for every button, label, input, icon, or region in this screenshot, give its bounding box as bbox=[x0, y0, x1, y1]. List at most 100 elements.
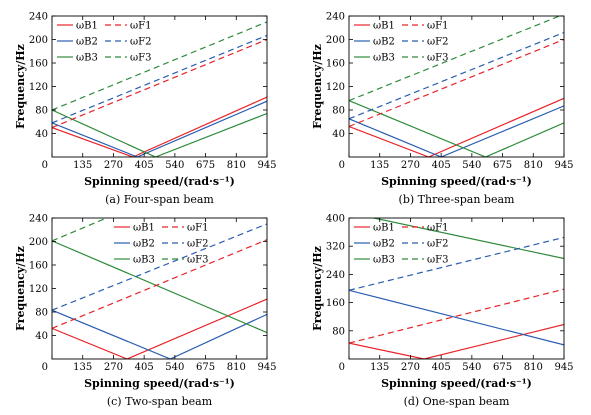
legend-label: ωF3 bbox=[187, 255, 208, 266]
series-line-omega-F3 bbox=[52, 218, 107, 242]
series-line-omega-F2 bbox=[52, 34, 267, 124]
series-line-omega-F2 bbox=[349, 31, 564, 120]
y-tick-label: 160 bbox=[29, 59, 48, 70]
legend-label: ωF3 bbox=[427, 255, 448, 266]
x-tick-label: 810 bbox=[227, 160, 246, 171]
series-line-omega-B1 bbox=[349, 323, 564, 359]
series-group bbox=[349, 218, 564, 359]
series-group bbox=[52, 218, 267, 359]
series-group bbox=[52, 21, 267, 157]
y-tick-label: 40 bbox=[332, 129, 345, 140]
x-tick-label: 540 bbox=[165, 362, 184, 373]
series-line-omega-F1 bbox=[52, 38, 267, 129]
x-tick-label: 135 bbox=[73, 362, 92, 373]
series-line-omega-B1 bbox=[52, 96, 267, 157]
x-tick-label: 945 bbox=[257, 160, 276, 171]
x-tick-label: 540 bbox=[165, 160, 184, 171]
legend-label: ωF2 bbox=[187, 239, 208, 250]
x-tick-label: 270 bbox=[104, 362, 123, 373]
x-tick-label: 135 bbox=[370, 160, 389, 171]
y-origin-label: 0 bbox=[339, 362, 345, 373]
series-line-omega-B1 bbox=[52, 298, 267, 359]
legend-label: ωB2 bbox=[373, 239, 395, 250]
series-line-omega-F1 bbox=[52, 239, 267, 329]
x-tick-label: 675 bbox=[493, 362, 512, 373]
series-line-omega-B3 bbox=[349, 100, 564, 157]
legend-label: ωB1 bbox=[373, 21, 395, 32]
y-tick-label: 40 bbox=[35, 331, 48, 342]
y-axis-label: Frequency/Hz bbox=[14, 246, 27, 331]
x-tick-label: 945 bbox=[554, 362, 573, 373]
y-tick-label: 160 bbox=[326, 59, 345, 70]
y-tick-label: 200 bbox=[29, 237, 48, 248]
series-line-omega-B3 bbox=[52, 240, 267, 334]
x-tick-label: 945 bbox=[257, 362, 276, 373]
x-tick-label: 675 bbox=[196, 362, 215, 373]
x-tick-label: 675 bbox=[196, 160, 215, 171]
x-tick-label: 405 bbox=[432, 160, 451, 171]
x-axis-label: Spinning speed/(rad·s⁻¹) bbox=[381, 377, 532, 390]
x-tick-label: 270 bbox=[401, 362, 420, 373]
series-line-omega-B2 bbox=[52, 100, 267, 157]
legend-label: ωF1 bbox=[427, 223, 448, 234]
x-tick-label: 270 bbox=[401, 160, 420, 171]
legend: ωB1 ωF1 ωB2 ωF2 ωB3 ωF3 bbox=[114, 223, 208, 266]
y-axis-label: Frequency/Hz bbox=[311, 44, 324, 129]
y-axis-label: Frequency/Hz bbox=[311, 246, 324, 331]
y-tick-label: 240 bbox=[29, 214, 48, 225]
x-axis-label: Spinning speed/(rad·s⁻¹) bbox=[84, 377, 235, 390]
legend-label: ωF2 bbox=[130, 37, 151, 48]
x-tick-label: 810 bbox=[227, 362, 246, 373]
chart-panel-4: 0135270405540675810945801602403204000Spi… bbox=[311, 214, 574, 409]
series-line-omega-F1 bbox=[349, 288, 564, 344]
legend-label: ωB3 bbox=[76, 53, 98, 64]
legend-label: ωB1 bbox=[133, 223, 155, 234]
x-tick-label: 135 bbox=[73, 160, 92, 171]
y-origin-label: 0 bbox=[42, 362, 48, 373]
y-tick-label: 80 bbox=[332, 106, 345, 117]
legend: ωB1 ωF1 ωB2 ωF2 ωB3 ωF3 bbox=[57, 21, 151, 64]
series-line-omega-F2 bbox=[52, 223, 267, 311]
legend-label: ωB2 bbox=[133, 239, 155, 250]
panel-caption: (c) Two-span beam bbox=[107, 395, 213, 408]
y-origin-label: 0 bbox=[42, 160, 48, 171]
y-tick-label: 80 bbox=[35, 106, 48, 117]
x-tick-label: 405 bbox=[432, 362, 451, 373]
x-tick-label: 135 bbox=[370, 362, 389, 373]
y-tick-label: 240 bbox=[326, 12, 345, 23]
series-line-omega-B2 bbox=[52, 309, 267, 359]
panel-caption: (d) One-span beam bbox=[404, 395, 510, 408]
legend-label: ωB3 bbox=[373, 255, 395, 266]
x-tick-label: 810 bbox=[524, 160, 543, 171]
plot-frame bbox=[348, 217, 565, 360]
legend-label: ωB3 bbox=[133, 255, 155, 266]
chart-panel-3: 013527040554067581094540801201602002400S… bbox=[14, 214, 277, 409]
y-tick-label: 40 bbox=[35, 129, 48, 140]
legend-label: ωB3 bbox=[373, 53, 395, 64]
y-tick-label: 200 bbox=[29, 35, 48, 46]
legend-label: ωF2 bbox=[427, 239, 448, 250]
y-tick-label: 400 bbox=[326, 214, 345, 225]
legend-label: ωB1 bbox=[373, 223, 395, 234]
y-tick-label: 80 bbox=[35, 308, 48, 319]
y-tick-label: 160 bbox=[29, 261, 48, 272]
y-tick-label: 160 bbox=[326, 298, 345, 309]
y-tick-label: 200 bbox=[326, 35, 345, 46]
legend-label: ωB2 bbox=[76, 37, 98, 48]
legend-label: ωF1 bbox=[427, 21, 448, 32]
y-tick-label: 240 bbox=[326, 270, 345, 281]
series-group bbox=[349, 16, 564, 157]
y-origin-label: 0 bbox=[339, 160, 345, 171]
plot-frame bbox=[51, 217, 268, 360]
panel-caption: (a) Four-span beam bbox=[105, 193, 214, 206]
x-axis-label: Spinning speed/(rad·s⁻¹) bbox=[381, 175, 532, 188]
legend-label: ωF1 bbox=[130, 21, 151, 32]
y-tick-label: 120 bbox=[29, 82, 48, 93]
panel-caption: (b) Three-span beam bbox=[399, 193, 515, 206]
x-tick-label: 540 bbox=[462, 362, 481, 373]
legend: ωB1 ωF1 ωB2 ωF2 ωB3 ωF3 bbox=[354, 223, 448, 266]
legend-label: ωF2 bbox=[427, 37, 448, 48]
series-line-omega-B3 bbox=[371, 218, 564, 260]
chart-panel-2: 013527040554067581094540801201602002400S… bbox=[311, 12, 574, 207]
